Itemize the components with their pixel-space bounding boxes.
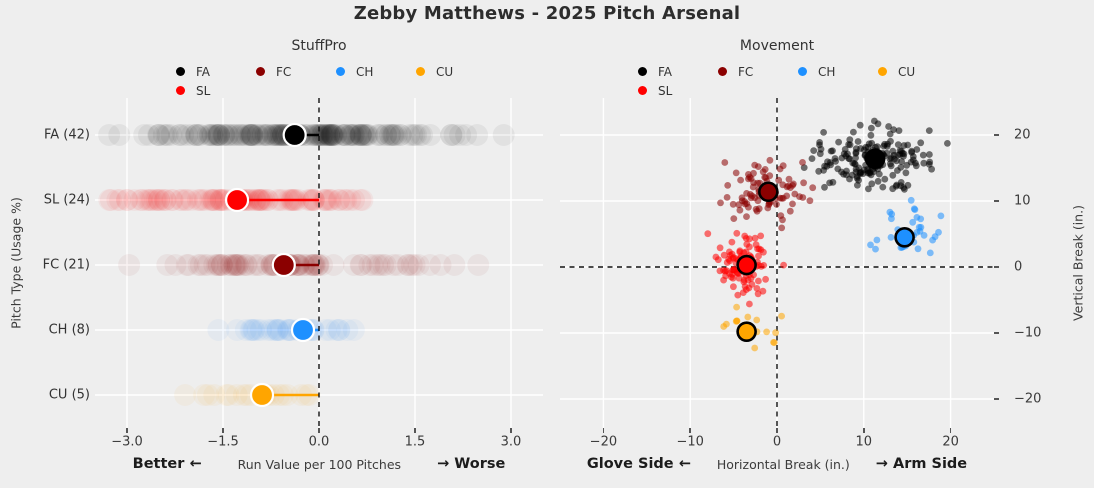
worse-arrow-label: → Worse xyxy=(437,456,506,472)
legend-item-fc: FC xyxy=(718,62,798,81)
y-tick xyxy=(994,332,999,334)
x-tick-label: −20 xyxy=(589,434,618,450)
x-tick-label: −3.0 xyxy=(111,434,143,450)
legend-item-sl: SL xyxy=(176,81,256,100)
x-tick-label: 3.0 xyxy=(500,434,522,450)
pitch-row-label: CU (5) xyxy=(48,387,90,403)
legend-item-fc: FC xyxy=(256,62,336,81)
cu-dot-icon xyxy=(878,67,887,76)
y-tick-label: −20 xyxy=(1014,391,1042,407)
fa-dot-icon xyxy=(176,67,185,76)
glove-side-arrow-label: Glove Side ← xyxy=(586,456,691,472)
better-arrow-label: Better ← xyxy=(132,456,202,472)
stuffpro-plot xyxy=(95,98,543,428)
legend-item-cu: CU xyxy=(416,62,496,81)
y-tick-label: 0 xyxy=(1014,259,1023,275)
y-tick xyxy=(994,134,999,136)
x-tick xyxy=(776,428,778,433)
x-tick xyxy=(949,428,952,433)
figure-title: Zebby Matthews - 2025 Pitch Arsenal xyxy=(353,3,741,24)
legend-item-ch: CH xyxy=(336,62,416,81)
fc-dot-icon xyxy=(256,67,265,76)
y-tick-label: −10 xyxy=(1014,325,1042,341)
sl-dot-icon xyxy=(638,86,647,95)
y-tick-label: 20 xyxy=(1014,127,1031,143)
pitch-row-label: FC (21) xyxy=(42,257,90,273)
x-tick-label: 0 xyxy=(772,434,782,450)
x-tick-label: 1.5 xyxy=(404,434,426,450)
pitch-row-label: CH (8) xyxy=(48,322,90,338)
stuffpro-xlabel: Better ← Run Value per 100 Pitches → Wor… xyxy=(133,456,506,472)
legend-item-ch: CH xyxy=(798,62,878,81)
y-tick-label: 10 xyxy=(1014,193,1031,209)
pitch-row-label: SL (24) xyxy=(43,192,90,208)
stuffpro-ylabel: Pitch Type (Usage %) xyxy=(8,197,24,329)
x-tick xyxy=(222,428,224,433)
run-value-label: Run Value per 100 Pitches xyxy=(237,456,402,472)
movement-legend: FA FC CH CU SL xyxy=(638,62,958,100)
y-tick xyxy=(994,398,999,400)
x-tick-label: 10 xyxy=(855,434,873,450)
y-tick xyxy=(994,200,999,202)
y-tick xyxy=(994,266,999,268)
x-tick xyxy=(689,428,691,433)
x-tick-label: −1.5 xyxy=(207,434,239,450)
x-tick xyxy=(414,428,416,433)
fa-dot-icon xyxy=(638,67,647,76)
movement-xlabel: Glove Side ← Horizontal Break (in.) → Ar… xyxy=(587,456,967,472)
legend-item-sl: SL xyxy=(638,81,718,100)
pitch-row-label: FA (42) xyxy=(44,127,90,143)
x-tick-label: −10 xyxy=(676,434,704,450)
x-tick xyxy=(602,428,605,433)
x-tick xyxy=(318,428,320,433)
x-tick xyxy=(126,428,128,433)
x-tick xyxy=(510,428,512,433)
ch-dot-icon xyxy=(336,67,345,76)
cu-dot-icon xyxy=(416,67,425,76)
x-tick xyxy=(863,428,865,433)
horizontal-break-label: Horizontal Break (in.) xyxy=(716,456,850,472)
ch-dot-icon xyxy=(798,67,807,76)
legend-item-fa: FA xyxy=(638,62,718,81)
movement-ylabel: Vertical Break (in.) xyxy=(1070,205,1086,321)
stuffpro-title: StuffPro xyxy=(291,38,347,54)
movement-plot xyxy=(560,98,994,428)
x-tick-label: 20 xyxy=(942,434,959,450)
x-tick-label: 0.0 xyxy=(308,434,330,450)
sl-dot-icon xyxy=(176,86,185,95)
stuffpro-legend: FA FC CH CU SL xyxy=(176,62,496,100)
arm-side-arrow-label: → Arm Side xyxy=(875,456,968,472)
movement-title: Movement xyxy=(739,38,815,54)
legend-item-cu: CU xyxy=(878,62,958,81)
legend-item-fa: FA xyxy=(176,62,256,81)
fc-dot-icon xyxy=(718,67,727,76)
